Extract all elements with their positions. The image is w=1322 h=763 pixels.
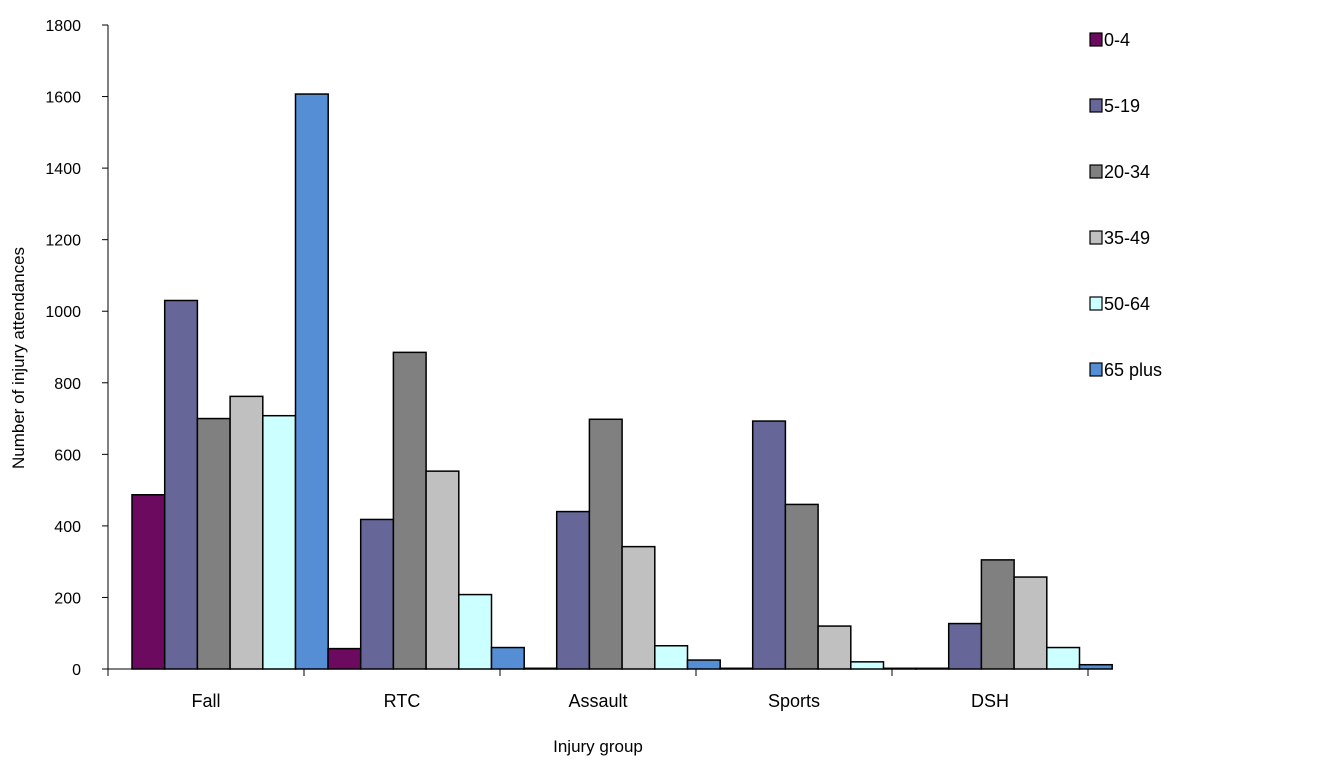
bar: [588, 418, 623, 670]
bar: [1013, 576, 1048, 670]
x-axis-title: Injury group: [553, 737, 643, 756]
x-tick-label: Fall: [191, 691, 220, 711]
legend-label: 20-34: [1104, 162, 1150, 182]
y-tick-label: 800: [54, 376, 81, 393]
bars: [131, 93, 1113, 670]
bar: [1046, 646, 1081, 670]
bar: [817, 625, 852, 670]
bar: [654, 644, 689, 670]
x-tick-label: Sports: [768, 691, 820, 711]
x-axis: Fall RTC Assault Sports DSH: [107, 668, 1089, 711]
bar: [262, 414, 297, 670]
y-tick-label: 1800: [45, 18, 81, 35]
legend-swatch: [1089, 296, 1103, 311]
bar: [751, 420, 787, 670]
y-tick-label: 1000: [45, 304, 81, 321]
bar: [850, 661, 885, 670]
bar: [947, 622, 983, 670]
bar: [980, 559, 1015, 670]
bar: [294, 93, 329, 670]
x-tick-label: Assault: [568, 691, 627, 711]
bar: [359, 518, 395, 670]
y-tick-label: 1400: [45, 161, 81, 178]
bar: [915, 667, 950, 670]
bar: [131, 494, 166, 670]
bar: [163, 299, 199, 670]
bar: [784, 503, 819, 670]
bar: [523, 667, 558, 670]
bar: [229, 395, 264, 670]
y-axis: 0 200 400 600 800 1000 1200 1400 1600 1800: [45, 18, 109, 679]
bar: [458, 593, 493, 670]
bar: [490, 646, 525, 670]
legend-label: 50-64: [1104, 294, 1150, 314]
bar: [555, 510, 591, 670]
x-tick-label: DSH: [971, 691, 1009, 711]
legend-label: 35-49: [1104, 228, 1150, 248]
bar: [686, 659, 721, 670]
x-tick-label: RTC: [384, 691, 421, 711]
bar: [327, 647, 362, 670]
legend-swatch: [1089, 98, 1103, 113]
bar: [1078, 663, 1113, 670]
y-tick-label: 200: [54, 590, 81, 607]
bar: [882, 667, 917, 670]
bar: [621, 545, 656, 670]
legend-swatch: [1089, 362, 1103, 377]
legend-swatch: [1089, 230, 1103, 245]
legend-label: 5-19: [1104, 96, 1140, 116]
legend-label: 65 plus: [1104, 360, 1162, 380]
legend-swatch: [1089, 164, 1103, 179]
y-axis-title: Number of injury attendances: [9, 247, 28, 469]
y-tick-label: 400: [54, 519, 81, 536]
y-tick-label: 1600: [45, 90, 81, 107]
bar: [196, 417, 231, 670]
y-tick-label: 1200: [45, 233, 81, 250]
y-tick-label: 600: [54, 447, 81, 464]
legend: 0-4 5-19 20-34 35-49 50-64 65 plus: [1089, 30, 1162, 380]
bar: [719, 667, 754, 670]
bar: [425, 470, 460, 670]
y-tick-label: 0: [72, 662, 81, 679]
legend-swatch: [1089, 32, 1103, 47]
legend-label: 0-4: [1104, 30, 1130, 50]
bar: [392, 351, 427, 670]
